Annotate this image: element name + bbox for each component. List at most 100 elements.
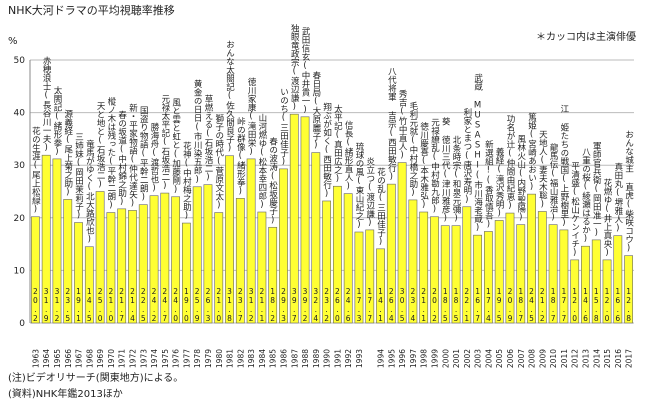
- value-label: 21.0: [106, 287, 115, 323]
- bar-title: 花の乱(三田佳子): [376, 167, 386, 247]
- value-label: 30.5: [398, 287, 407, 323]
- x-tick-label: 2005: [495, 349, 504, 368]
- bar: [430, 216, 439, 324]
- bar-title: 樅ノ木は残った(平幹二朗): [106, 97, 116, 211]
- bar-title: 元禄繚乱(中村勘九郎): [429, 118, 439, 215]
- bar-title: おんな城主 直虎(柴咲コウ): [624, 130, 634, 254]
- bar: [246, 158, 256, 324]
- bar-title: 軍師官兵衛(岡田准一): [591, 141, 601, 238]
- bar-title: 義経(滝沢秀明): [494, 147, 504, 219]
- x-tick-label: 1999: [430, 349, 439, 368]
- x-tick-label: 1981: [226, 349, 235, 368]
- bar-title: 真田丸(堺雅人): [613, 162, 623, 234]
- value-label: 19.1: [74, 287, 83, 323]
- value-label: 24.5: [527, 287, 536, 323]
- x-tick-label: 2004: [484, 349, 493, 368]
- x-tick-label: 2011: [560, 349, 569, 368]
- value-label: 21.4: [128, 287, 137, 323]
- bar-title: 草燃える(石坂浩二): [203, 94, 213, 183]
- bar: [591, 239, 601, 324]
- bar-title: 天地人(妻夫木聡): [537, 130, 547, 210]
- bar: [74, 222, 83, 324]
- bar: [257, 211, 267, 324]
- bar-title: 春日局(大原麗子): [311, 71, 321, 151]
- bar: [365, 229, 375, 324]
- bar: [128, 210, 137, 324]
- x-tick-label: 1974: [150, 349, 159, 368]
- bar: [473, 234, 483, 324]
- bar-title: 黄金の日日(市川染五郎): [192, 79, 202, 185]
- y-tick-label: 0: [19, 319, 25, 329]
- bar: [279, 168, 288, 324]
- bar: [451, 225, 461, 324]
- x-tick-label: 1986: [279, 349, 288, 368]
- y-axis-label: %: [8, 36, 18, 47]
- bar: [235, 198, 245, 324]
- value-label: 23.2: [322, 287, 331, 323]
- x-tick-label: 1980: [215, 349, 224, 368]
- x-tick-label: 1979: [204, 349, 213, 368]
- value-label: 16.7: [473, 287, 482, 323]
- value-label: 18.7: [549, 287, 558, 323]
- bar-title: 勝海舟(渡哲也): [149, 122, 159, 194]
- bar: [289, 113, 299, 324]
- value-label: 25.9: [193, 287, 202, 323]
- value-label: 26.4: [387, 287, 396, 323]
- x-tick-label: 2012: [571, 349, 580, 368]
- bar-title: 平清盛(松山ケンイチ): [570, 161, 580, 258]
- y-tick-label: 20: [14, 214, 26, 224]
- bar-title: 武田信玄(中井貴一): [300, 26, 310, 115]
- x-tick-label: 2016: [614, 349, 623, 368]
- value-label: 31.8: [225, 287, 234, 323]
- value-label: 23.5: [63, 287, 72, 323]
- bar: [138, 204, 148, 324]
- bar-title: 利家とまつ(唐沢寿明): [462, 108, 472, 205]
- bar: [106, 212, 116, 324]
- value-label: 25.0: [96, 287, 105, 323]
- bar-title: 毛利元就(中村橋之助): [408, 101, 418, 198]
- value-label: 15.8: [592, 287, 601, 323]
- bar: [149, 195, 159, 324]
- x-tick-label: 2015: [603, 349, 612, 368]
- value-label: 12.0: [570, 287, 579, 323]
- value-label: 39.2: [301, 287, 310, 323]
- x-tick-label: 1963: [31, 349, 40, 368]
- x-tick-label: 1965: [53, 349, 62, 368]
- bar-title: 風林火山(内野聖陽): [516, 135, 526, 223]
- value-label: 31.2: [52, 287, 61, 323]
- bar: [322, 200, 332, 324]
- x-tick-label: 1997: [409, 349, 418, 368]
- bar: [462, 206, 472, 324]
- x-tick-label: 2013: [581, 349, 590, 368]
- note: (注)ビデオリサーチ(関東地方)による。: [8, 371, 183, 384]
- x-tick-label: 1969: [96, 349, 105, 368]
- x-tick-label: 1990: [323, 349, 332, 368]
- bar-title: 葵 徳川三代(津川雅彦): [440, 117, 450, 224]
- note: (資料)NHK年鑑2013ほか: [8, 387, 123, 400]
- chart-title: NHK大河ドラマの平均視聴率推移: [8, 3, 175, 17]
- bar-title: 元禄太平記(石坂浩二): [160, 95, 170, 192]
- bar: [494, 220, 504, 324]
- bar-title: 源義経(尾上菊之助): [63, 109, 73, 197]
- x-tick-label: 1983: [247, 349, 256, 368]
- x-tick-label: 1966: [64, 349, 73, 368]
- value-label: 16.6: [613, 287, 622, 323]
- bar: [311, 152, 321, 324]
- x-tick-label: 1978: [193, 349, 202, 368]
- x-tick-label: 1982: [236, 349, 245, 368]
- x-tick-label: 1995: [387, 349, 396, 368]
- bar-title: 北条時宗(和泉元彌): [451, 136, 461, 224]
- value-label: 18.7: [516, 287, 525, 323]
- value-label: 24.0: [171, 287, 180, 323]
- x-tick-label: 1998: [420, 349, 429, 368]
- bar: [602, 259, 612, 324]
- value-label: 20.2: [430, 287, 439, 323]
- x-tick-label: 2014: [592, 349, 601, 368]
- x-tick-label: 1968: [85, 349, 94, 368]
- bar-title: 八代将軍 吉宗(西田敏行): [386, 67, 396, 182]
- value-label: 23.7: [236, 287, 245, 323]
- x-tick-label: 2010: [549, 349, 558, 368]
- bar-title: 山河燃ゆ(松本幸四郎): [257, 113, 267, 210]
- bar-title: 花の生涯(尾上松緑): [30, 126, 40, 215]
